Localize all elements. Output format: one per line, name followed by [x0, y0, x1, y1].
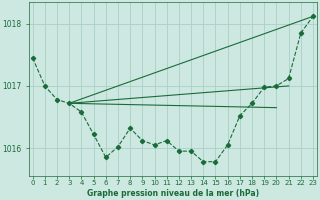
X-axis label: Graphe pression niveau de la mer (hPa): Graphe pression niveau de la mer (hPa) [87, 189, 259, 198]
